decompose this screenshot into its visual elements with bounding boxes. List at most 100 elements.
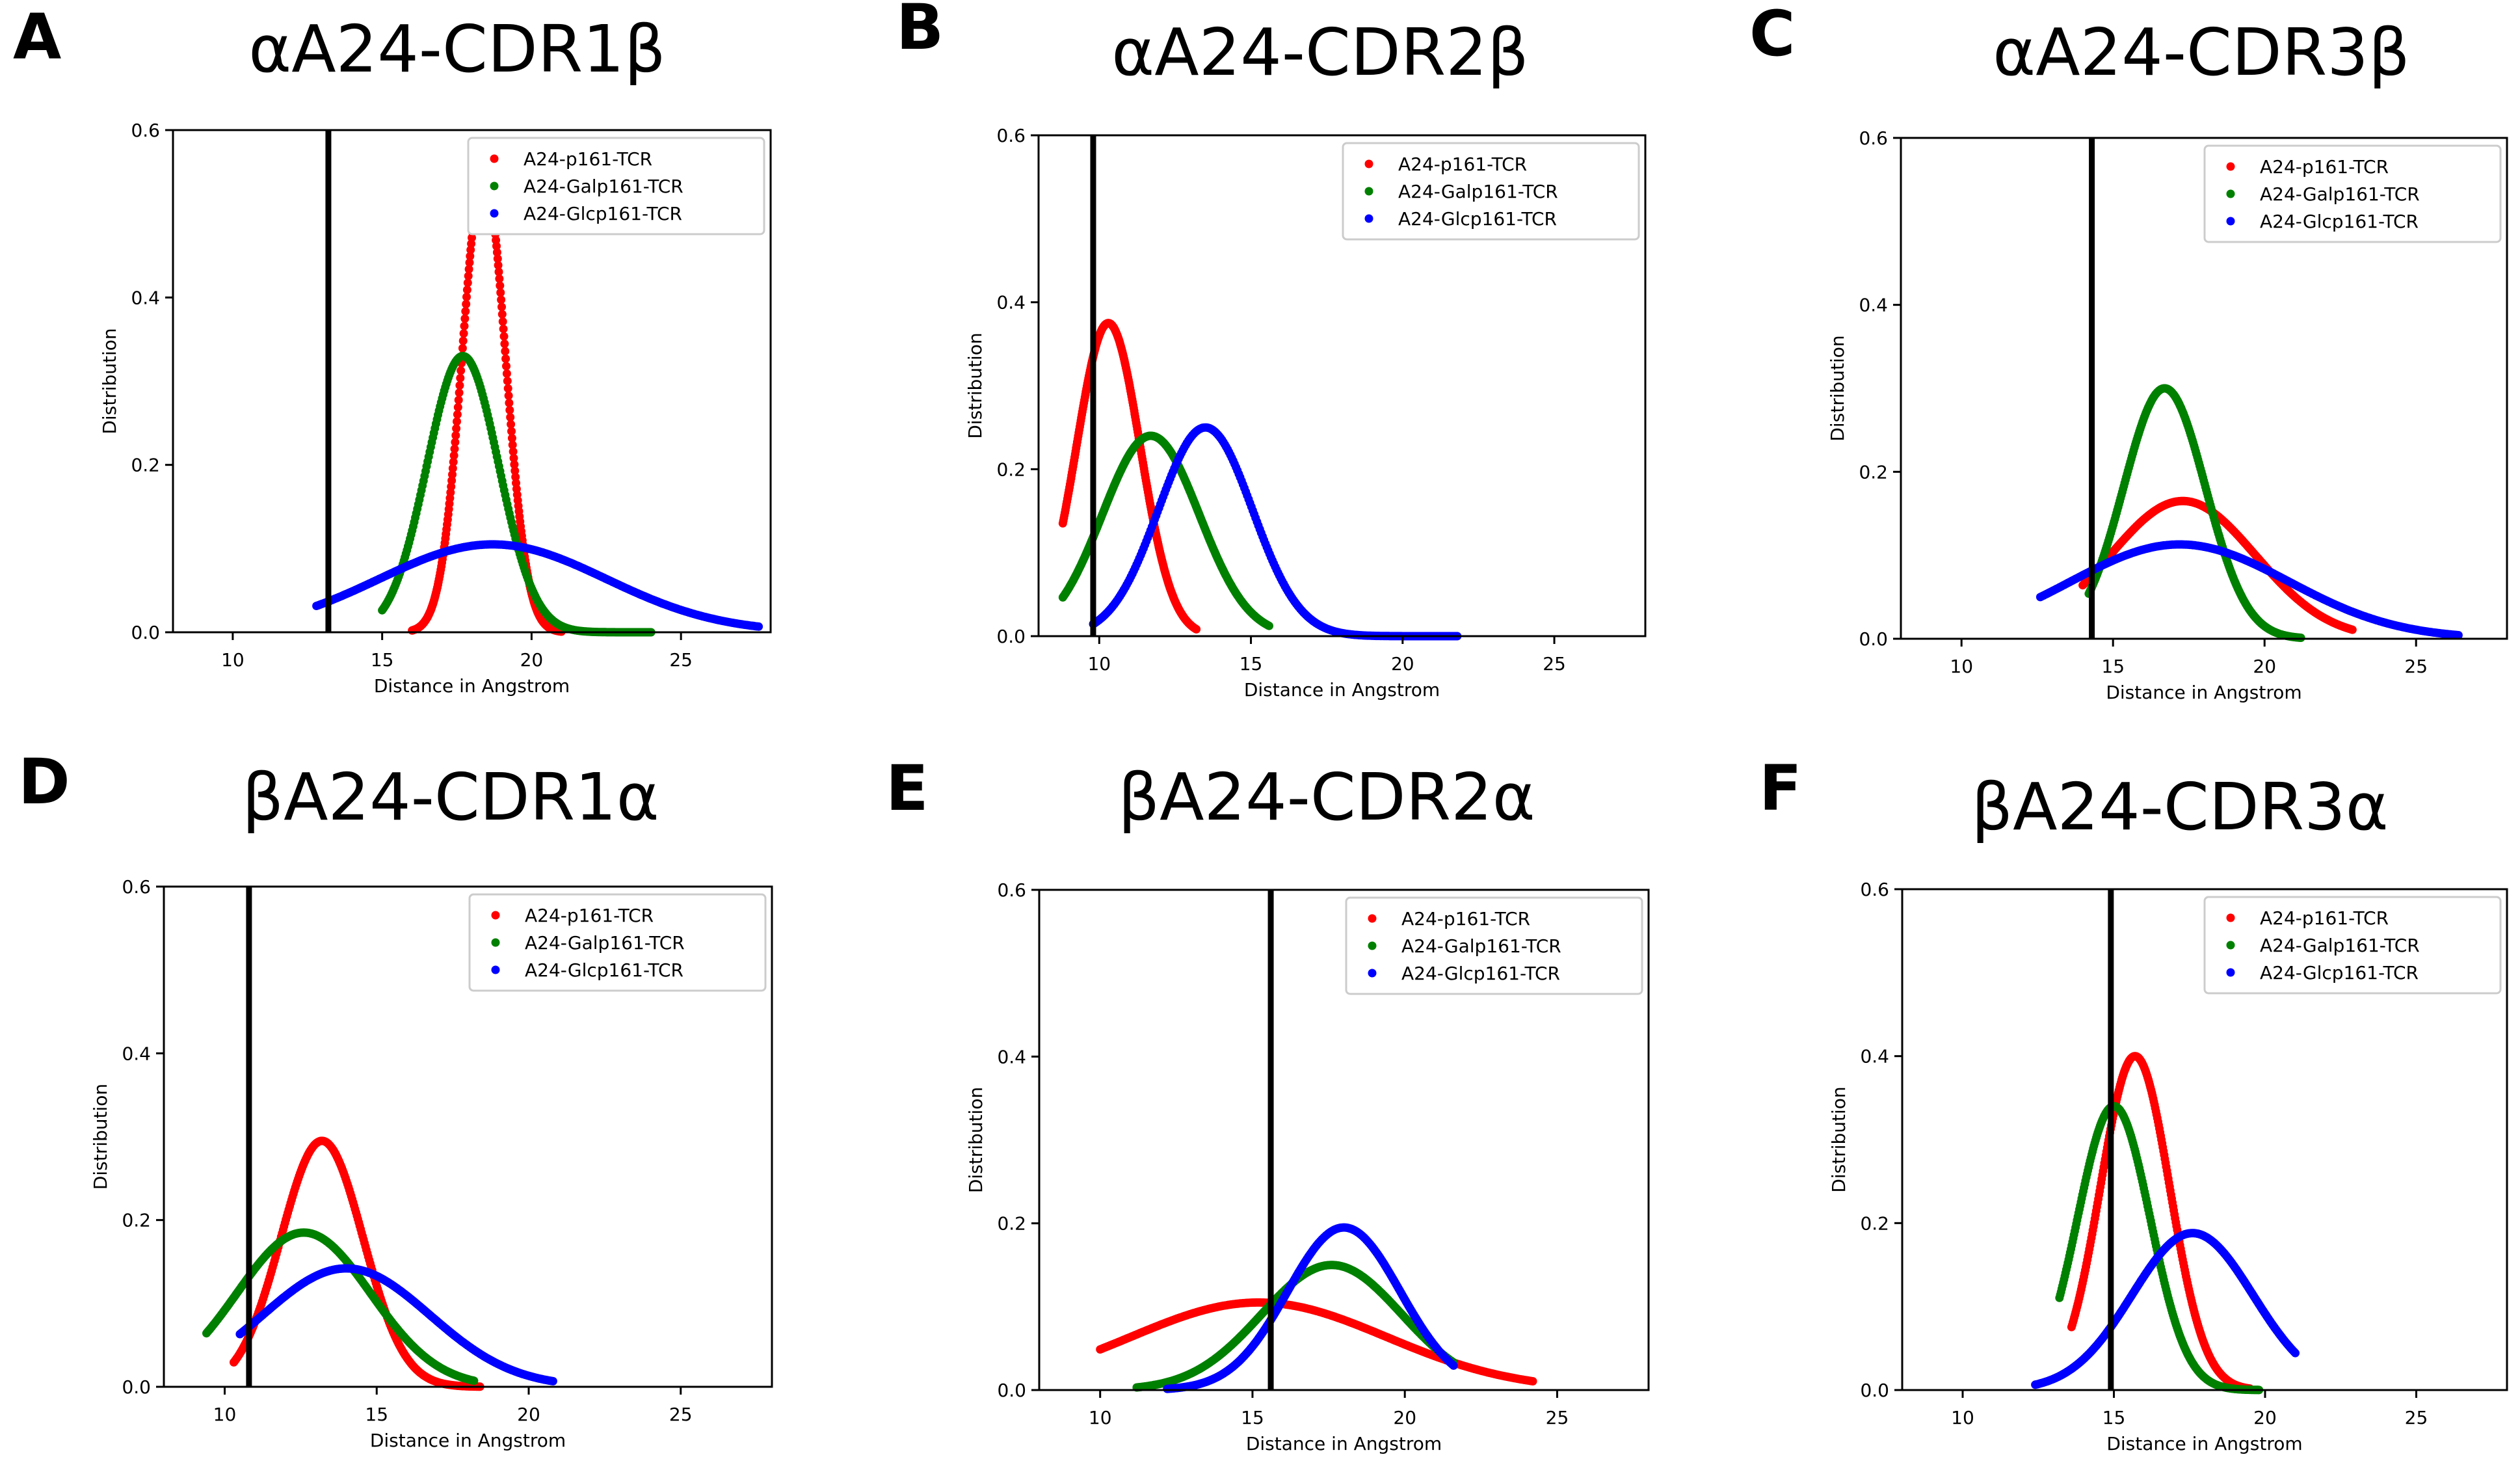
data-point [510,460,519,469]
y-tick-label: 0.6 [997,879,1026,901]
plot-frame [1900,137,2508,640]
legend-marker [1368,914,1377,923]
data-point [496,281,505,290]
plot-frame [163,885,773,1388]
legend-marker [490,209,499,218]
legend-marker [491,911,500,920]
plot-frame [172,129,772,634]
legend-label: A24-Galp161-TCR [524,176,683,197]
data-point [450,444,459,453]
x-tick-label: 20 [1391,653,1414,675]
data-point [499,332,509,341]
series-3 [2036,540,2463,639]
y-tick-label: 0.2 [1860,1212,1889,1234]
y-axis-label: Distribution [964,332,986,438]
y-tick-label: 0.0 [1859,628,1888,650]
data-point [494,261,503,270]
data-point [501,347,510,356]
x-tick-label: 10 [1951,1407,1974,1428]
data-point [498,317,507,326]
x-tick-label: 20 [517,1404,540,1425]
data-point [452,424,461,433]
x-tick-label: 15 [1241,1407,1264,1428]
data-point [457,366,466,375]
data-point [499,325,508,334]
data-point [458,336,468,345]
y-tick-label: 0.4 [131,287,160,308]
plot-frame [1038,889,1650,1391]
x-tick-label: 10 [213,1404,237,1425]
data-point [466,245,475,254]
chart-title: βA24-CDR1α [242,759,659,835]
panel-letter: B [896,0,944,64]
legend-marker [2226,217,2235,226]
data-point [507,427,516,436]
y-axis-label: Distribution [99,328,120,434]
x-tick-label: 15 [365,1404,388,1425]
x-tick-label: 10 [1950,656,1973,677]
data-point [448,470,457,479]
series-2 [2084,384,2305,642]
y-tick-label: 0.2 [1859,461,1888,483]
series-3 [312,540,763,631]
x-tick-label: 15 [2102,1407,2126,1428]
data-point [2348,625,2357,634]
panel-letter: C [1749,0,1795,70]
series-3 [235,1264,557,1385]
series-2 [378,351,656,637]
legend-marker [2226,913,2235,922]
data-point [502,362,511,371]
data-point [459,329,468,338]
legend-label: A24-p161-TCR [1401,908,1530,930]
data-point [505,399,514,407]
data-point [470,1376,479,1385]
y-tick-label: 0.0 [996,626,1026,647]
y-tick-label: 0.4 [1859,295,1888,316]
y-axis-label: Distribution [965,1087,987,1193]
legend-marker [1364,187,1373,196]
y-axis-label: Distribution [1827,335,1848,441]
data-point [465,258,474,267]
data-point [1265,621,1273,630]
data-point [448,464,457,473]
data-point [449,457,458,466]
data-point [454,395,463,405]
legend-label: A24-p161-TCR [2260,156,2389,178]
data-point [449,451,458,460]
series-2 [2055,1102,2264,1395]
y-tick-label: 0.6 [122,876,151,898]
chart-title: αA24-CDR3β [1993,14,2409,90]
chart-title: βA24-CDR3α [1971,769,2388,845]
x-tick-label: 15 [1240,653,1263,675]
data-point [503,384,512,393]
legend: A24-p161-TCRA24-Galp161-TCRA24-Glcp161-T… [2203,144,2502,243]
x-axis-label: Distance in Angstrom [374,675,570,697]
series-3 [1163,1223,1458,1393]
y-tick-label: 0.4 [996,292,1026,314]
legend-label: A24-Galp161-TCR [2260,935,2420,956]
y-tick-label: 0.2 [997,1213,1026,1235]
series-2 [202,1228,479,1385]
legend-marker [491,938,500,947]
y-tick-label: 0.2 [996,459,1026,480]
legend-label: A24-Glcp161-TCR [525,959,683,981]
x-tick-label: 10 [1087,653,1111,675]
x-tick-label: 25 [2405,1407,2428,1428]
y-tick-label: 0.4 [1860,1046,1889,1067]
data-point [548,1376,557,1385]
legend: A24-p161-TCRA24-Galp161-TCRA24-Glcp161-T… [467,137,765,235]
data-point [460,314,470,323]
data-point [502,369,511,378]
data-point [509,447,518,456]
legend-label: A24-Galp161-TCR [2260,183,2420,205]
x-axis-label: Distance in Angstrom [1246,1433,1442,1454]
legend-marker [1368,969,1377,978]
y-axis-label: Distribution [1828,1086,1850,1192]
data-point [493,254,502,263]
